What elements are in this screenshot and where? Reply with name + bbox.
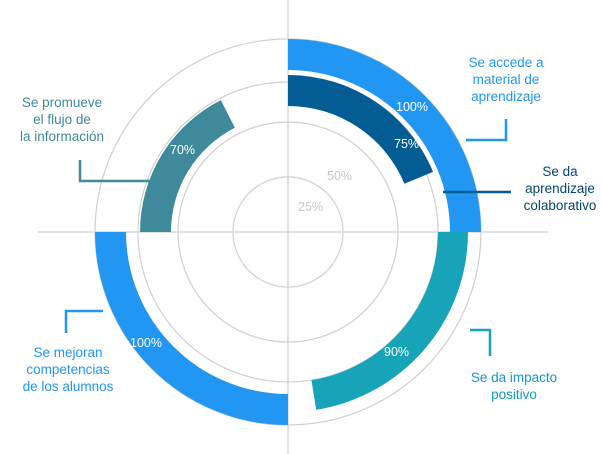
radial-bar-competencias <box>95 232 288 425</box>
category-label-line: positivo <box>491 387 537 402</box>
category-label-line: material de <box>473 72 540 87</box>
category-label-colaborativo: Se da aprendizaje colaborativo <box>524 164 597 213</box>
radial-bar-impacto <box>311 232 468 410</box>
value-label-informacion: 70% <box>170 143 195 157</box>
value-label-accede: 100% <box>396 100 428 114</box>
radial-bar-colaborativo <box>288 75 434 184</box>
leader-line-competencias <box>64 309 103 333</box>
category-label-line: competencias <box>26 362 110 377</box>
value-label-competencias: 100% <box>130 336 162 350</box>
guide-label-25: 25% <box>298 200 323 214</box>
category-label-line: colaborativo <box>524 198 597 213</box>
category-label-accede: Se accede a material de aprendizaje <box>468 55 544 104</box>
category-label-line: aprendizaje <box>525 181 595 196</box>
category-label-informacion: Se promueve el flujo de la información <box>20 95 104 144</box>
leader-line-informacion <box>78 160 150 183</box>
category-label-line: Se promueve <box>22 95 102 110</box>
category-label-line: de los alumnos <box>23 379 114 394</box>
category-label-line: la información <box>20 129 104 144</box>
category-label-line: Se da <box>542 164 578 179</box>
value-label-impacto: 90% <box>384 345 409 359</box>
leader-line-accede <box>466 119 508 142</box>
category-label-line: el flujo de <box>33 112 91 127</box>
radial-bar-informacion <box>140 100 235 232</box>
chart-labels: 100% Se accede a material de aprendizaje 75%… <box>20 55 596 402</box>
category-label-line: aprendizaje <box>471 89 541 104</box>
category-label-line: Se da impacto <box>471 370 557 385</box>
radial-bar-accede <box>288 39 481 232</box>
guide-label-50: 50% <box>327 169 352 183</box>
leader-line-impacto <box>470 328 492 356</box>
category-label-impacto: Se da impacto positivo <box>471 370 557 402</box>
category-label-competencias: Se mejoran competencias de los alumnos <box>23 345 114 394</box>
guide-ring-50 <box>177 121 399 343</box>
category-label-line: Se mejoran <box>33 345 102 360</box>
category-label-line: Se accede a <box>468 55 544 70</box>
value-label-colaborativo: 75% <box>394 137 419 151</box>
guide-labels: 25% 50% <box>298 169 352 214</box>
radial-bars <box>64 39 511 425</box>
guide-ring-25 <box>232 176 344 288</box>
